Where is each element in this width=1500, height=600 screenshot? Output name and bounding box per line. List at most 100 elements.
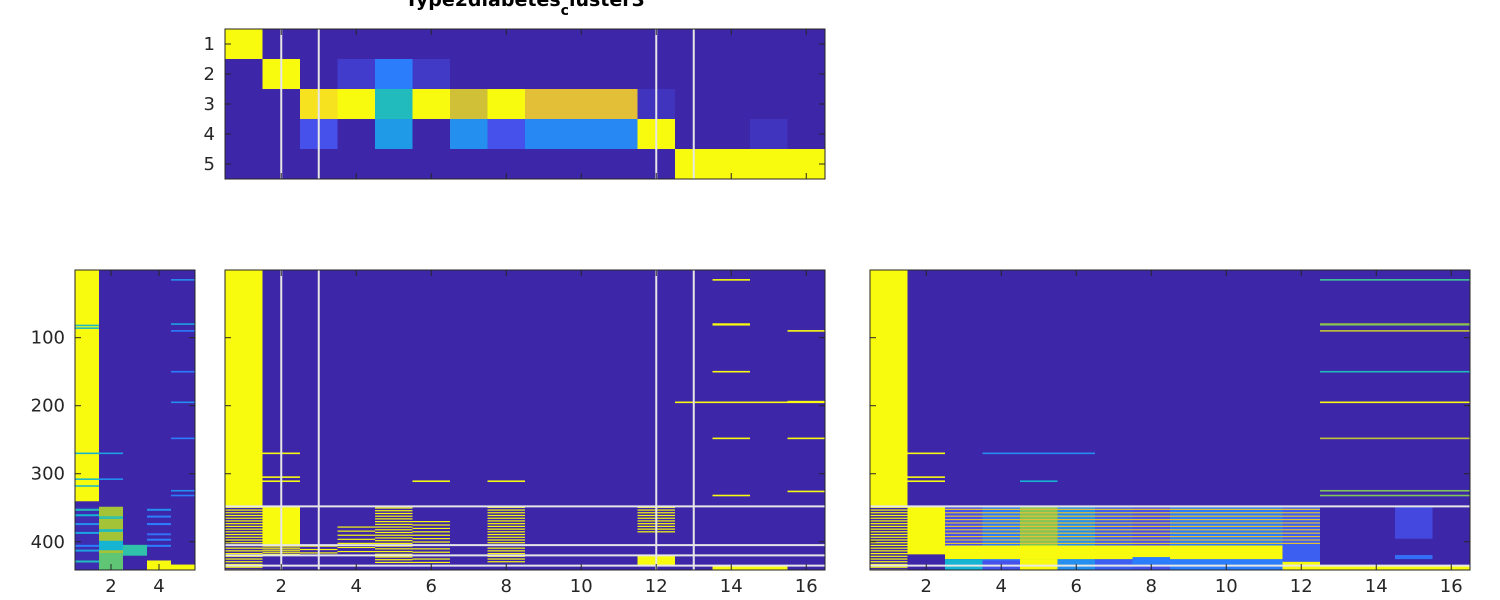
heatmap-line [1320,437,1470,440]
heatmap-line [787,330,825,332]
heatmap-cell [225,89,263,120]
heatmap-block [75,531,99,534]
heatmap-block [225,270,263,507]
heatmap-cell [450,59,488,90]
heatmap-stripe [375,534,413,536]
heatmap-line [487,480,525,483]
heatmap-line [982,452,1095,455]
heatmap-block [945,559,983,570]
heatmap-line [171,401,195,404]
heatmap-block [1057,506,1095,570]
heatmap-line [1320,279,1470,281]
heatmap-stripe [225,552,263,555]
heatmap-line [787,437,825,440]
heatmap-stripe [225,539,263,541]
heatmap-stripe [870,523,908,525]
heatmap-stripe [487,514,525,517]
heatmap-stripe [225,550,263,552]
heatmap-cell [375,29,413,60]
heatmap-stripe [225,509,263,511]
heatmap-stripe [487,531,525,533]
heatmap-line [171,330,195,332]
heatmap-cell [787,119,825,150]
bottom-center-features-axes-box [224,269,826,571]
x-tick-label: 14 [1365,576,1388,597]
heatmap-cell [525,119,563,150]
heatmap-cell [750,119,788,150]
heatmap-line [1320,323,1470,326]
heatmap-block [147,533,171,536]
heatmap-line [99,478,123,480]
heatmap-cell [487,89,526,120]
heatmap-stripe [487,533,525,536]
heatmap-stripe [487,552,525,555]
heatmap-stripe [337,534,375,536]
heatmap-block [147,508,171,511]
heatmap-stripe [225,536,263,538]
x-tick-label: 14 [720,576,743,597]
heatmap-cell [487,59,526,90]
heatmap-block [147,544,171,547]
heatmap-line [75,324,99,327]
heatmap-line [171,370,195,373]
heatmap-cell [712,59,751,90]
heatmap-stripe [375,507,413,509]
heatmap-cell [375,89,413,120]
heatmap-stripe [870,561,908,563]
heatmap-stripe [945,539,1320,541]
heatmap-cell [412,89,451,120]
heatmap-stripe [487,558,525,560]
heatmap-stripe [487,561,525,563]
heatmap-stripe [945,515,1320,517]
heatmap-line [171,494,195,497]
heatmap-stripe [870,539,908,541]
heatmap-block [75,514,99,517]
heatmap-stripe [487,520,525,522]
heatmap-line [712,370,750,373]
heatmap-cell [412,119,451,150]
heatmap-stripe [870,514,908,517]
heatmap-line [99,452,123,455]
y-tick-label: 400 [31,532,65,553]
heatmap-block [712,565,788,570]
heatmap-line [171,279,195,281]
heatmap-cell [600,119,638,150]
heatmap-line [907,476,945,478]
x-tick-label: 4 [153,576,164,597]
heatmap-cell [337,59,376,90]
heatmap-stripe [487,512,525,514]
heatmap-stripe [412,527,450,530]
heatmap-stripe [375,515,413,517]
bottom-left-clusters-axes-box [74,269,196,571]
heatmap-cell [787,59,825,90]
heatmap-stripe [487,539,525,541]
heatmap-stripe [412,561,450,564]
heatmap-stripe [375,559,413,561]
bottom-right-features-panel: 2 4 6 8 10 12 14 16 [869,269,1471,597]
heatmap-stripe [487,547,525,549]
heatmap-block [1320,565,1470,570]
heatmap-cell [525,29,563,60]
heatmap-stripe [870,544,908,547]
heatmap-line [712,279,750,281]
heatmap-cell [750,59,788,90]
heatmap-stripe [375,553,413,555]
heatmap-stripe [375,529,413,531]
heatmap-line [1320,330,1470,332]
heatmap-block [75,270,99,502]
heatmap-cell [600,89,638,120]
heatmap-line [1320,370,1470,373]
x-tick-label: 10 [570,576,593,597]
heatmap-line [75,327,99,329]
heatmap-stripe [487,509,525,511]
y-tick-label: 300 [31,464,65,485]
heatmap-stripe [870,525,908,527]
heatmap-cell [337,119,376,150]
x-tick-label: 2 [105,576,116,597]
heatmap-cell [712,119,751,150]
heatmap-cell [712,89,751,120]
heatmap-line [712,323,750,326]
heatmap-stripe [412,548,450,550]
